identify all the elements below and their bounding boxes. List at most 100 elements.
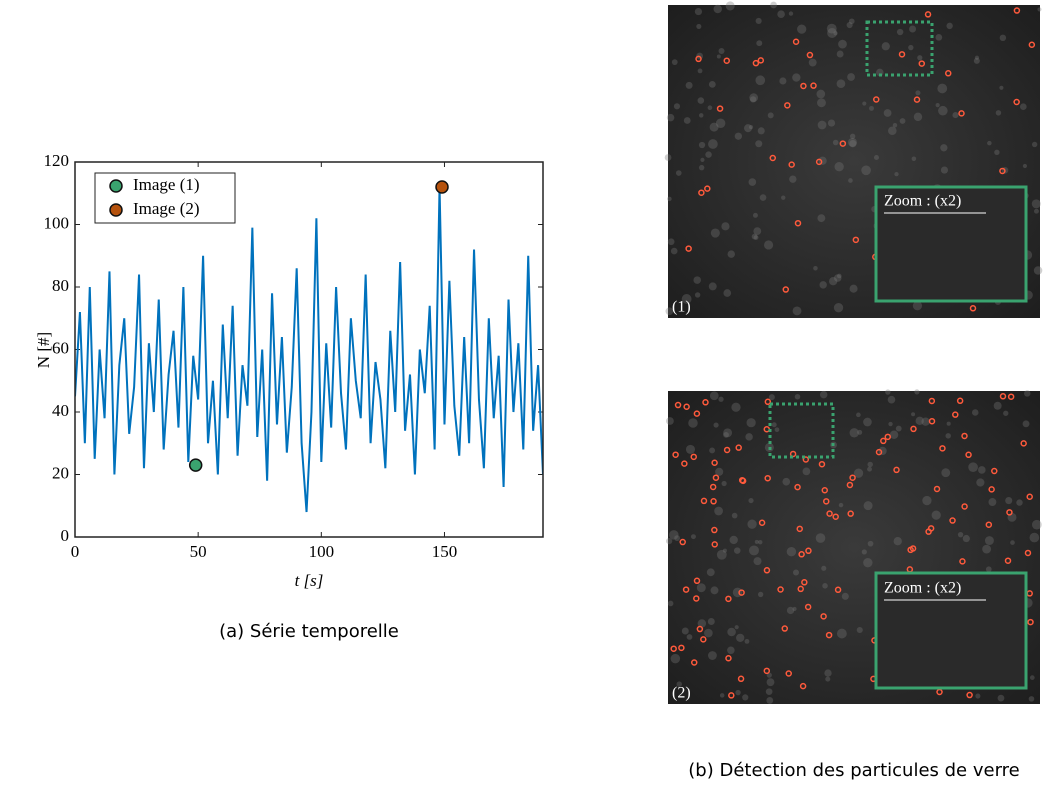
blob bbox=[670, 653, 681, 664]
blob bbox=[697, 68, 703, 74]
detection bbox=[723, 446, 731, 454]
y-axis-label: N [#] bbox=[34, 332, 53, 368]
blob bbox=[971, 409, 979, 416]
detection bbox=[933, 485, 941, 493]
blob bbox=[827, 28, 838, 38]
detection bbox=[884, 433, 892, 441]
detection bbox=[839, 140, 847, 147]
detection bbox=[872, 96, 880, 103]
blob bbox=[861, 165, 871, 176]
blob bbox=[797, 24, 807, 34]
detection bbox=[725, 595, 732, 603]
detection bbox=[738, 476, 746, 484]
blob bbox=[935, 103, 940, 108]
blob bbox=[863, 501, 873, 511]
detection bbox=[785, 670, 792, 677]
blob bbox=[700, 157, 705, 162]
blob bbox=[819, 390, 828, 399]
detection bbox=[910, 425, 917, 433]
blob bbox=[667, 600, 674, 607]
detection bbox=[801, 579, 808, 586]
detection bbox=[712, 474, 720, 481]
blob bbox=[763, 240, 774, 250]
detection bbox=[696, 625, 704, 633]
blob bbox=[781, 195, 786, 200]
blob bbox=[1031, 141, 1038, 148]
detection bbox=[1020, 440, 1027, 447]
blob bbox=[1031, 519, 1042, 530]
detection bbox=[928, 397, 936, 405]
blob bbox=[792, 306, 802, 316]
blob bbox=[755, 140, 763, 148]
blob bbox=[666, 537, 673, 545]
blob bbox=[821, 565, 827, 571]
detection bbox=[711, 541, 718, 548]
zoom-source bbox=[865, 20, 934, 77]
detection bbox=[782, 286, 790, 293]
blob bbox=[1003, 410, 1009, 416]
blob bbox=[834, 162, 844, 172]
blob bbox=[915, 416, 924, 426]
detection bbox=[988, 486, 995, 493]
blob bbox=[914, 389, 920, 395]
detection bbox=[781, 625, 789, 632]
blob bbox=[911, 156, 917, 162]
detection bbox=[1004, 557, 1012, 564]
blob bbox=[836, 273, 842, 279]
legend-label: Image (2) bbox=[133, 199, 200, 218]
blob bbox=[1023, 390, 1031, 397]
blob bbox=[777, 10, 785, 19]
blob bbox=[836, 79, 846, 89]
blob bbox=[896, 28, 904, 36]
blob bbox=[869, 105, 874, 111]
blob bbox=[836, 50, 844, 58]
blob bbox=[952, 112, 959, 119]
detection bbox=[1007, 393, 1015, 400]
y-tick-label: 0 bbox=[61, 526, 70, 545]
y-tick-label: 100 bbox=[44, 213, 70, 232]
blob bbox=[976, 478, 985, 487]
blob bbox=[899, 118, 906, 124]
blob bbox=[1022, 420, 1030, 428]
blob bbox=[709, 391, 719, 401]
blob bbox=[973, 57, 980, 64]
detection bbox=[949, 517, 956, 524]
blob bbox=[826, 23, 837, 34]
detection bbox=[700, 497, 708, 505]
blob bbox=[754, 539, 759, 544]
blob bbox=[723, 431, 729, 438]
blob bbox=[786, 606, 795, 615]
blob bbox=[715, 118, 726, 129]
blob bbox=[765, 688, 773, 695]
blob bbox=[847, 137, 857, 147]
caption: (a) Série temporelle bbox=[219, 621, 399, 642]
blob bbox=[693, 276, 701, 284]
detection bbox=[1006, 509, 1013, 516]
detection bbox=[769, 154, 777, 162]
blob bbox=[1029, 532, 1040, 543]
detection bbox=[693, 410, 701, 417]
blob bbox=[974, 55, 980, 60]
detection bbox=[820, 613, 827, 620]
blob bbox=[889, 430, 899, 439]
blob bbox=[667, 196, 672, 202]
blob bbox=[819, 281, 827, 289]
legend-label: Image (1) bbox=[133, 175, 200, 194]
blob bbox=[1010, 540, 1015, 545]
detection bbox=[880, 437, 887, 445]
blob bbox=[767, 112, 774, 119]
blob bbox=[746, 418, 756, 428]
detection bbox=[728, 692, 735, 699]
blob bbox=[833, 303, 844, 313]
detection bbox=[693, 577, 701, 585]
blob bbox=[696, 583, 706, 593]
detection bbox=[777, 586, 784, 593]
blob bbox=[735, 689, 741, 696]
x-tick-label: 150 bbox=[432, 542, 458, 561]
blob bbox=[993, 401, 1002, 410]
detection bbox=[757, 57, 765, 64]
detection bbox=[1028, 41, 1036, 48]
blob bbox=[665, 307, 674, 316]
blob bbox=[978, 466, 986, 474]
